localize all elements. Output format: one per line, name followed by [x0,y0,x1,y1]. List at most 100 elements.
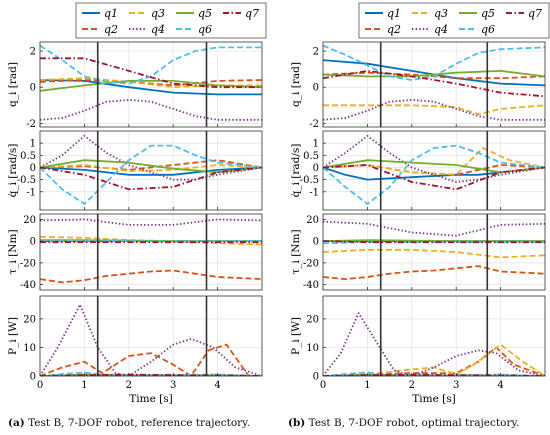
series-q5 [323,239,545,242]
legend-label-q1: q1 [387,7,401,20]
legend-label-q3: q3 [151,7,165,20]
series-q4 [40,303,262,376]
axes-frame [39,130,263,211]
x-tick-label: 4 [214,380,220,391]
y-axis-label: P_i [W] [290,317,302,355]
y-tick-label: 20 [306,314,319,325]
right-caption-tag: (b) [288,417,306,429]
series-q4 [323,99,545,121]
legend-label-q4: q4 [151,23,165,36]
series-group [40,218,262,284]
x-tick-label: 1 [364,380,370,391]
legend-reference: q1 q3 q5 q7 q2 q4 q6 [75,2,267,39]
series-q4 [40,99,262,121]
x-tick-label: 1 [81,380,87,391]
series-q3 [323,248,545,259]
legend-box [75,2,267,39]
series-group [323,44,545,121]
x-tick-label: 3 [170,380,176,391]
y-tick-label: 0 [313,237,319,248]
left-caption-tag: (a) [8,417,25,429]
axes-frame [322,130,546,211]
axes-frame [322,41,546,128]
y-axis-label: q_i [rad] [290,62,302,107]
x-axis-label: Time [s] [412,393,455,405]
series-group [323,312,545,376]
y-tick-label: -2 [309,119,319,130]
axes-frame [322,213,546,291]
y-tick-label: 0.5 [303,151,319,162]
legend-label-q4: q4 [434,23,448,36]
y-axis-label: q̇_i [rad/s] [289,144,302,198]
legend-label-q2: q2 [387,23,401,36]
series-q6 [323,44,545,81]
legend-label-q6: q6 [481,23,495,36]
subplot-reference-0: -2 0 2 q_i [rad] [7,41,263,130]
y-tick-label: 20 [23,215,36,226]
y-tick-label: -1 [26,187,36,198]
legend-box [358,2,550,39]
series-q2 [323,346,545,376]
subplot-reference-2: -40 -20 0 20 τ_i [Nm] [7,213,263,291]
axes-frame [322,295,546,377]
x-tick-label: 0 [320,380,326,391]
y-tick-label: 1 [313,139,319,150]
left-caption-text: Test B, 7-DOF robot, reference trajector… [28,417,251,429]
series-q4 [323,220,545,237]
y-tick-label: 0 [30,237,36,248]
axes-frame [39,41,263,128]
subplot-optimal-1: -1-0.500.51 q̇_i [rad/s] [289,130,546,211]
series-q7 [40,57,262,89]
y-tick-label: 2 [313,47,319,58]
y-axis-label: τ_i [Nm] [7,229,19,274]
series-group [40,303,262,376]
right-caption: (b) Test B, 7-DOF robot, optimal traject… [288,417,519,429]
series-q6 [323,241,545,245]
series-q3 [323,147,545,176]
legend-label-q5: q5 [481,7,495,20]
x-tick-label: 0 [37,380,43,391]
series-q5 [40,80,262,92]
series-q4 [40,218,262,226]
legend-optimal: q1 q3 q5 q7 q2 q4 q6 [358,2,550,39]
y-tick-label: -0.5 [17,175,36,186]
series-q4 [323,135,545,183]
y-tick-label: -20 [20,258,36,269]
series-q3 [40,164,262,172]
series-group [40,135,262,205]
y-tick-label: 0 [30,83,36,94]
y-tick-label: 0 [30,163,36,174]
series-q2 [323,265,545,280]
subplot-optimal-2: -40 -20 0 20 τ_i [Nm] [290,213,546,291]
x-tick-label: 2 [126,380,132,391]
x-tick-label: 3 [453,380,459,391]
right-caption-text: Test B, 7-DOF robot, optimal trajectory. [308,417,520,429]
series-group [323,220,545,280]
y-tick-label: 20 [306,215,319,226]
y-tick-label: -20 [303,258,319,269]
series-q7 [40,166,262,191]
series-q5 [323,70,545,78]
x-tick-label: 2 [409,380,415,391]
subplot-optimal-0: -2 0 2 q_i [rad] [290,41,546,130]
subplot-reference-3: 0 10 20 P_i [W] [7,295,263,383]
y-tick-label: 0.5 [20,151,36,162]
y-tick-label: -40 [20,280,36,291]
series-q6 [323,144,545,205]
y-tick-label: 10 [306,343,319,354]
legend-label-q6: q6 [198,23,212,36]
axes-frame [39,295,263,377]
legend-label-q7: q7 [528,7,542,20]
y-axis-label: τ_i [Nm] [290,229,302,274]
legend-label-q5: q5 [198,7,212,20]
series-q2 [40,159,262,171]
x-axis-label: Time [s] [129,393,172,405]
y-tick-label: 0 [313,163,319,174]
legend-label-q1: q1 [104,7,118,20]
y-tick-label: 0 [313,83,319,94]
subplot-optimal-3: 0 10 20 P_i [W] [290,295,546,383]
series-q1 [323,166,545,181]
